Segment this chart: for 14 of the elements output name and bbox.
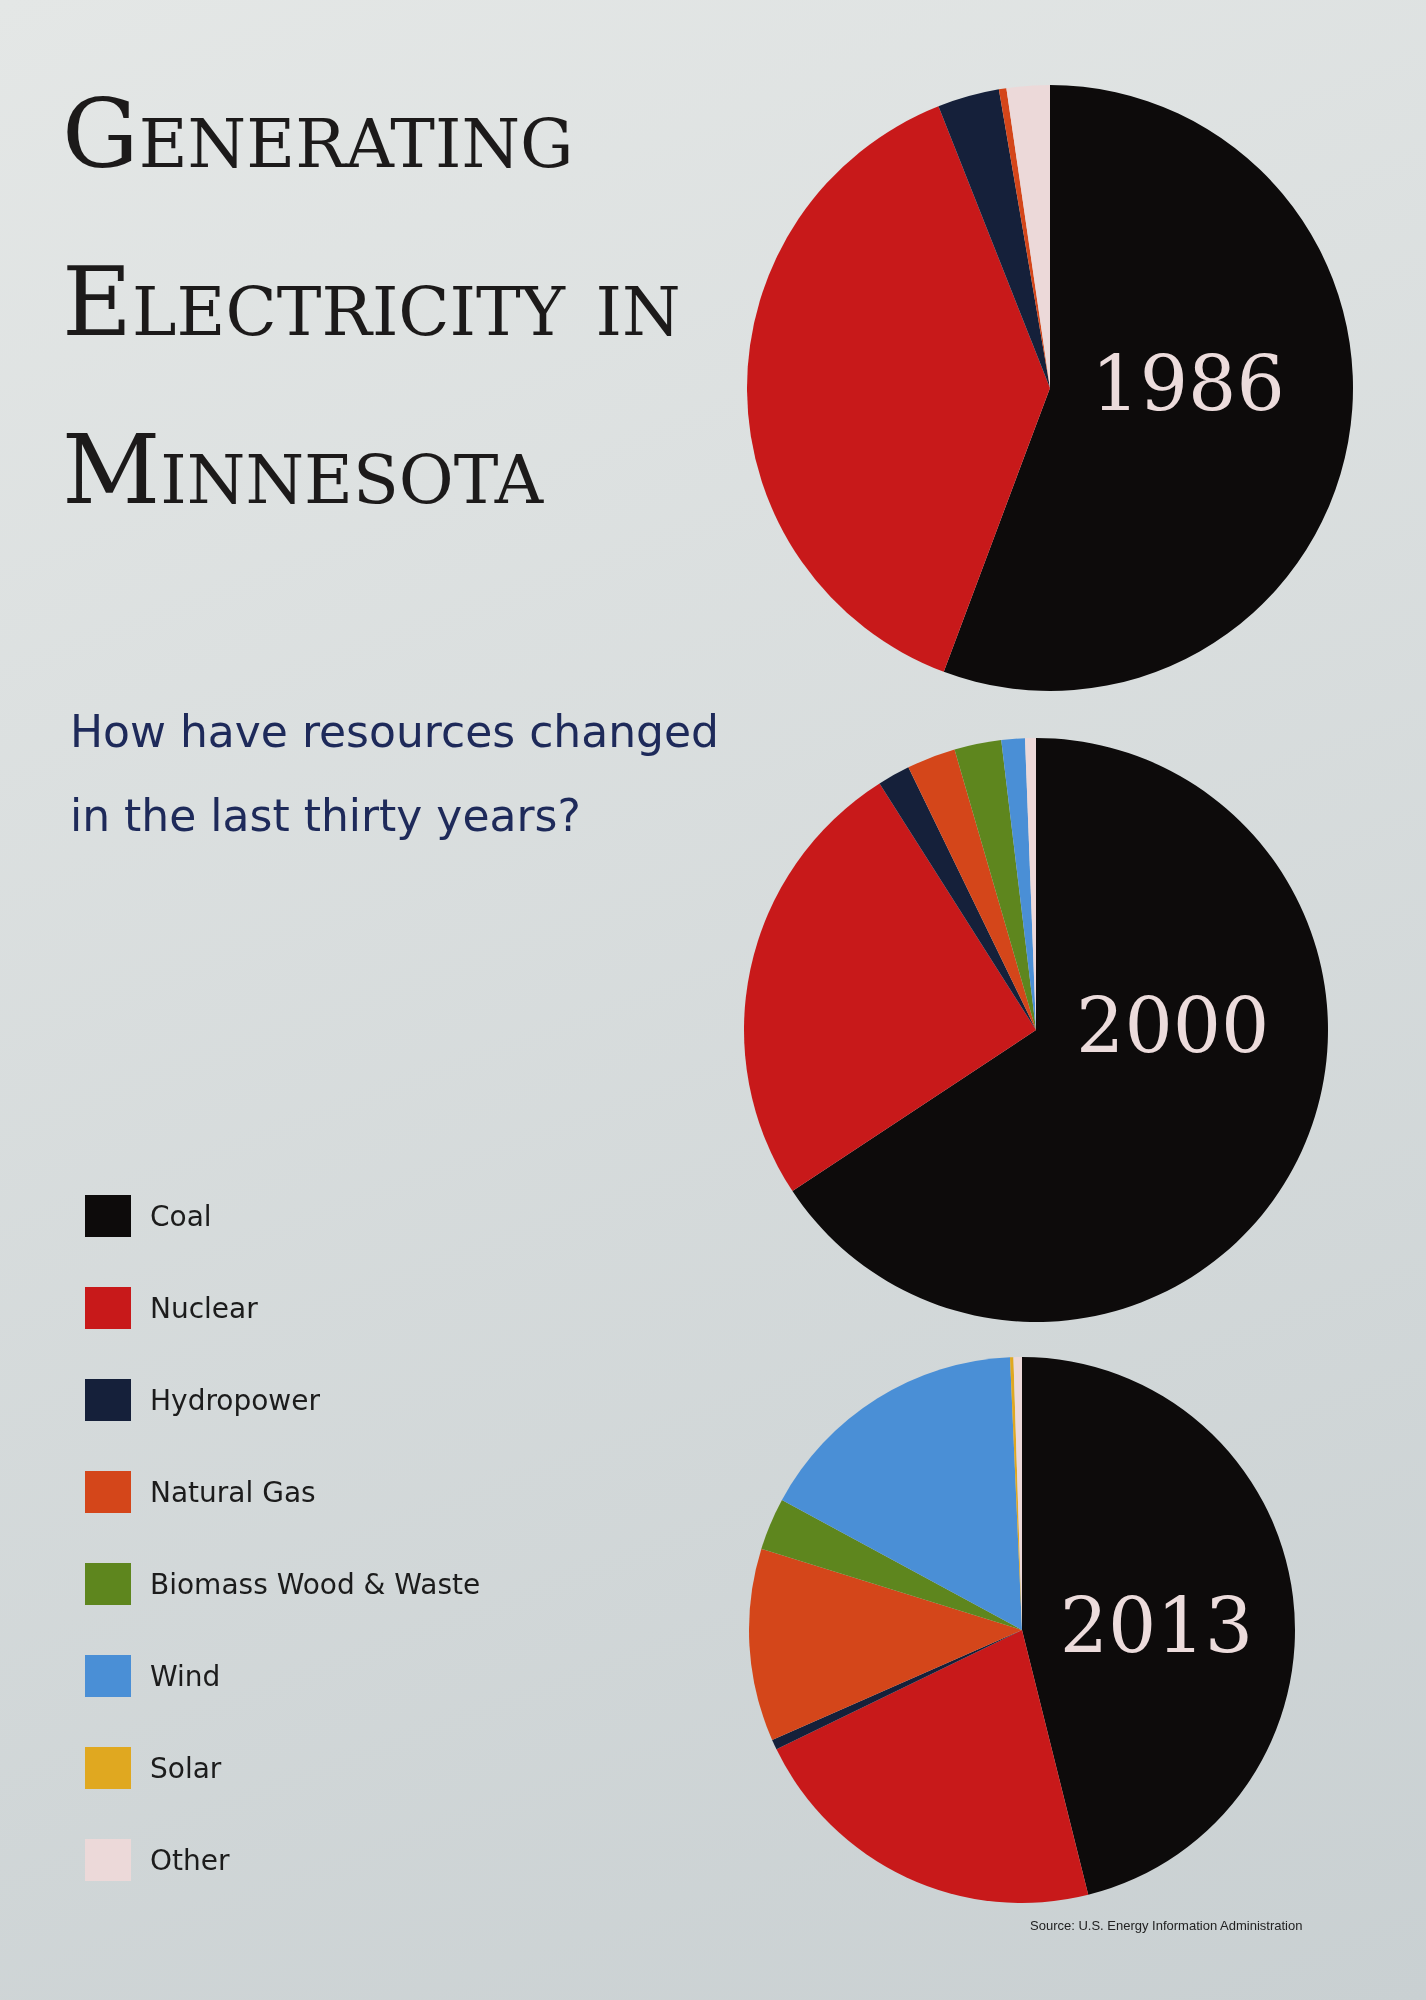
legend-label: Coal (150, 1199, 212, 1233)
legend-label: Nuclear (150, 1291, 259, 1325)
legend-label: Wind (150, 1659, 221, 1693)
source-note: Source: U.S. Energy Information Administration (1030, 1918, 1303, 1933)
slice-label: 2013 (1059, 1580, 1254, 1670)
legend-label: Other (150, 1843, 230, 1877)
legend-label: Biomass Wood & Waste (150, 1567, 481, 1601)
text: How have resources changed in the last thirty years? (70, 705, 720, 843)
legend-label: Hydropower (150, 1383, 321, 1417)
legend-label: Natural Gas (150, 1475, 316, 1509)
slice-label: 2000 (1076, 980, 1270, 1070)
legend-label: Solar (150, 1751, 222, 1785)
slice-label: 1986 (1091, 338, 1285, 428)
text: Generating Electricity in Minnesota (62, 77, 682, 528)
